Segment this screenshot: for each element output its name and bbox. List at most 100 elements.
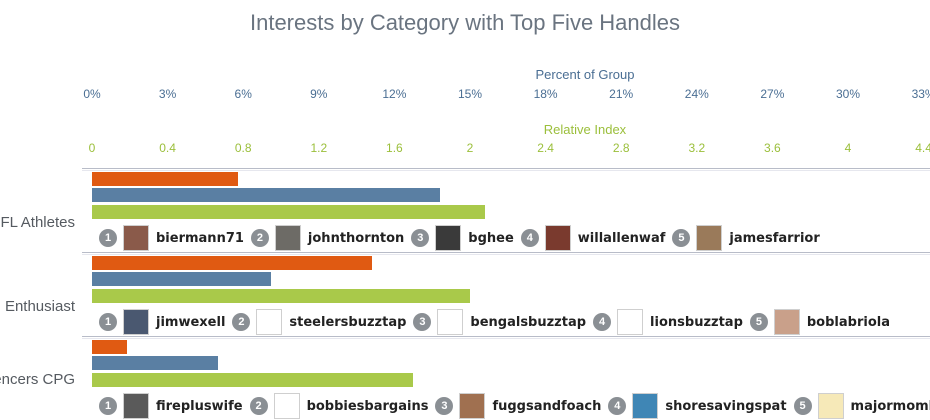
- percent-tick-label: 24%: [684, 87, 709, 101]
- handle-name[interactable]: willallenwaf: [577, 230, 666, 246]
- relative-tick-label: 0.8: [234, 141, 252, 155]
- category-label: FL Athletes: [0, 214, 76, 231]
- handle-name[interactable]: bengalsbuzztap: [470, 314, 587, 330]
- rank-badge: 3: [411, 229, 430, 247]
- handle-avatar: [256, 309, 283, 335]
- percent-tick-label: 9%: [310, 87, 328, 101]
- bar-green: [92, 289, 470, 303]
- relative-tick-label: 0: [88, 141, 96, 155]
- bar-orange: [92, 172, 239, 186]
- handle-avatar: [123, 309, 149, 335]
- bar-orange: [92, 340, 128, 354]
- handle-item[interactable]: 2 bobbiesbargains: [249, 393, 429, 419]
- handle-avatar: [696, 225, 723, 251]
- handle-name[interactable]: shoresavingspat: [665, 398, 787, 414]
- handle-item[interactable]: 4 willallenwaf: [520, 225, 666, 251]
- rank-badge: 2: [250, 229, 269, 247]
- handle-avatar: [437, 309, 464, 335]
- rank-badge: 5: [672, 229, 691, 247]
- group-separator-line: [82, 168, 930, 169]
- rank-badge: 5: [793, 397, 812, 415]
- handle-avatar: [274, 225, 301, 251]
- handle-item[interactable]: 5 boblabriola: [749, 309, 890, 335]
- percent-tick-label: 3%: [158, 87, 177, 101]
- handle-name[interactable]: jamesfarrior: [729, 230, 820, 246]
- relative-tick-label: 1.2: [310, 141, 328, 155]
- relative-tick-label: 1.6: [386, 141, 403, 155]
- rank-badge: 1: [99, 229, 117, 247]
- percent-tick-label: 0%: [83, 87, 101, 101]
- bar-blue: [92, 188, 440, 202]
- handle-name[interactable]: johnthornton: [307, 230, 405, 246]
- handle-item[interactable]: 1 jimwexell: [99, 309, 225, 335]
- percent-tick-label: 21%: [609, 87, 634, 101]
- percent-tick-label: 6%: [234, 87, 252, 101]
- handle-item[interactable]: 3 bghee: [411, 225, 514, 251]
- handle-list: 1 biermann71 2 johnthornton 3 bghee 4 willallen…: [99, 225, 827, 251]
- handle-name[interactable]: majormomblog: [850, 398, 930, 414]
- handle-item[interactable]: 3 fuggsandfoach: [435, 393, 601, 419]
- handle-avatar: [632, 393, 659, 419]
- bar-green: [92, 373, 414, 387]
- handle-avatar: [544, 225, 571, 251]
- percent-tick-label: 27%: [760, 87, 785, 101]
- relative-tick-label: 4: [844, 141, 852, 155]
- rank-badge: 2: [232, 313, 251, 331]
- group-separator-line: [82, 336, 930, 337]
- group-separator-line: [82, 254, 930, 255]
- percent-tick-label: 15%: [457, 87, 483, 101]
- category-label: encers CPG: [0, 371, 75, 388]
- rank-badge: 3: [435, 397, 454, 415]
- relative-tick-label: 3.2: [688, 141, 706, 155]
- handle-avatar: [123, 393, 149, 419]
- handle-name[interactable]: bobbiesbargains: [306, 398, 429, 414]
- handle-item[interactable]: 5 jamesfarrior: [672, 225, 820, 251]
- handle-item[interactable]: 5 majormomblog: [793, 393, 930, 419]
- relative-tick-label: 4.4: [915, 141, 930, 155]
- rank-badge: 4: [520, 229, 539, 247]
- percent-tick-label: 12%: [382, 87, 407, 101]
- handle-item[interactable]: 4 lionsbuzztap: [593, 309, 743, 335]
- rank-badge: 2: [249, 397, 268, 415]
- rank-badge: 1: [99, 313, 117, 331]
- percent-axis-title: Percent of Group: [535, 67, 635, 82]
- handle-avatar: [273, 393, 300, 419]
- relative-index-axis-title: Relative Index: [543, 122, 627, 137]
- handle-name[interactable]: biermann71: [156, 230, 244, 246]
- handle-item[interactable]: 3 bengalsbuzztap: [413, 309, 586, 335]
- percent-tick-label: 18%: [533, 87, 558, 101]
- relative-tick-label: 2.4: [537, 141, 554, 155]
- handle-item[interactable]: 1 firepluswife: [99, 393, 243, 419]
- handle-name[interactable]: steelersbuzztap: [289, 314, 407, 330]
- relative-tick-label: 0.4: [159, 141, 176, 155]
- handle-avatar: [459, 393, 486, 419]
- handle-list: 1 firepluswife 2 bobbiesbargains 3 fuggsandfo…: [99, 393, 930, 419]
- handle-item[interactable]: 1 biermann71: [99, 225, 244, 251]
- handle-name[interactable]: lionsbuzztap: [650, 314, 743, 330]
- handle-name[interactable]: firepluswife: [156, 398, 243, 414]
- handle-name[interactable]: fuggsandfoach: [492, 398, 602, 414]
- rank-badge: 4: [593, 313, 612, 331]
- group-separator-line: [82, 170, 930, 171]
- relative-tick-label: 3.6: [764, 141, 781, 155]
- relative-tick-label: 2.8: [612, 141, 630, 155]
- bar-blue: [92, 272, 271, 286]
- group-separator-line: [82, 338, 930, 339]
- group-separator-line: [82, 252, 930, 253]
- bar-green: [92, 205, 486, 219]
- handle-name[interactable]: boblabriola: [806, 314, 890, 330]
- handle-avatar: [617, 309, 644, 335]
- handle-name[interactable]: bghee: [468, 230, 514, 246]
- handle-item[interactable]: 4 shoresavingspat: [608, 393, 787, 419]
- handle-avatar: [773, 309, 800, 335]
- handle-list: 1 jimwexell 2 steelersbuzztap 3 bengalsbuzzta…: [99, 309, 897, 335]
- handle-name[interactable]: jimwexell: [156, 314, 226, 330]
- handle-item[interactable]: 2 steelersbuzztap: [232, 309, 406, 335]
- handle-avatar: [817, 393, 844, 419]
- category-label: Enthusiast: [4, 298, 75, 315]
- bar-blue: [92, 356, 218, 370]
- handle-item[interactable]: 2 johnthornton: [250, 225, 405, 251]
- bar-orange: [92, 256, 372, 270]
- handle-avatar: [435, 225, 462, 251]
- relative-tick-label: 2: [466, 141, 474, 155]
